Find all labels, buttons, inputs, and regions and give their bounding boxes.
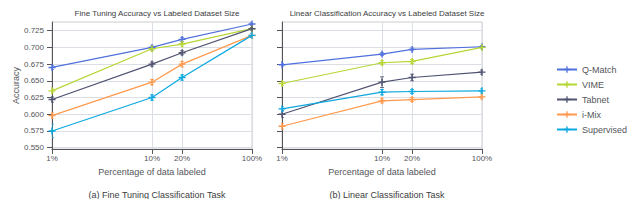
svg-text:0.550: 0.550 bbox=[24, 143, 45, 152]
svg-text:0.625: 0.625 bbox=[24, 93, 45, 102]
svg-text:i-Mix: i-Mix bbox=[582, 110, 601, 120]
svg-text:0.650: 0.650 bbox=[24, 76, 45, 85]
svg-text:100%: 100% bbox=[242, 154, 262, 163]
svg-text:Linear Classification Accuracy: Linear Classification Accuracy vs Labele… bbox=[290, 9, 485, 18]
svg-text:0.600: 0.600 bbox=[24, 110, 45, 119]
svg-text:20%: 20% bbox=[404, 154, 420, 163]
svg-text:1%: 1% bbox=[46, 154, 58, 163]
svg-text:10%: 10% bbox=[374, 154, 390, 163]
svg-text:0.700: 0.700 bbox=[24, 43, 45, 52]
svg-text:(b) Linear Classification Task: (b) Linear Classification Task bbox=[330, 190, 445, 199]
svg-text:(a) Fine Tuning Classification: (a) Fine Tuning Classification Task bbox=[89, 190, 226, 199]
svg-text:0.725: 0.725 bbox=[24, 26, 45, 35]
svg-text:Tabnet: Tabnet bbox=[582, 95, 610, 105]
svg-text:Percentage of data labeled: Percentage of data labeled bbox=[98, 167, 206, 177]
svg-text:100%: 100% bbox=[472, 154, 492, 163]
svg-text:Q-Match: Q-Match bbox=[582, 65, 617, 75]
svg-text:20%: 20% bbox=[174, 154, 190, 163]
svg-text:0.575: 0.575 bbox=[24, 126, 45, 135]
svg-text:Fine Tuning Accuracy vs Labele: Fine Tuning Accuracy vs Labeled Dataset … bbox=[75, 9, 241, 18]
svg-text:Supervised: Supervised bbox=[582, 125, 627, 135]
svg-text:Percentage of data labeled: Percentage of data labeled bbox=[328, 167, 436, 177]
svg-text:Accuracy: Accuracy bbox=[11, 66, 21, 104]
svg-text:10%: 10% bbox=[144, 154, 160, 163]
svg-text:1%: 1% bbox=[276, 154, 288, 163]
svg-text:0.675: 0.675 bbox=[24, 60, 45, 69]
svg-text:VIME: VIME bbox=[582, 80, 604, 90]
